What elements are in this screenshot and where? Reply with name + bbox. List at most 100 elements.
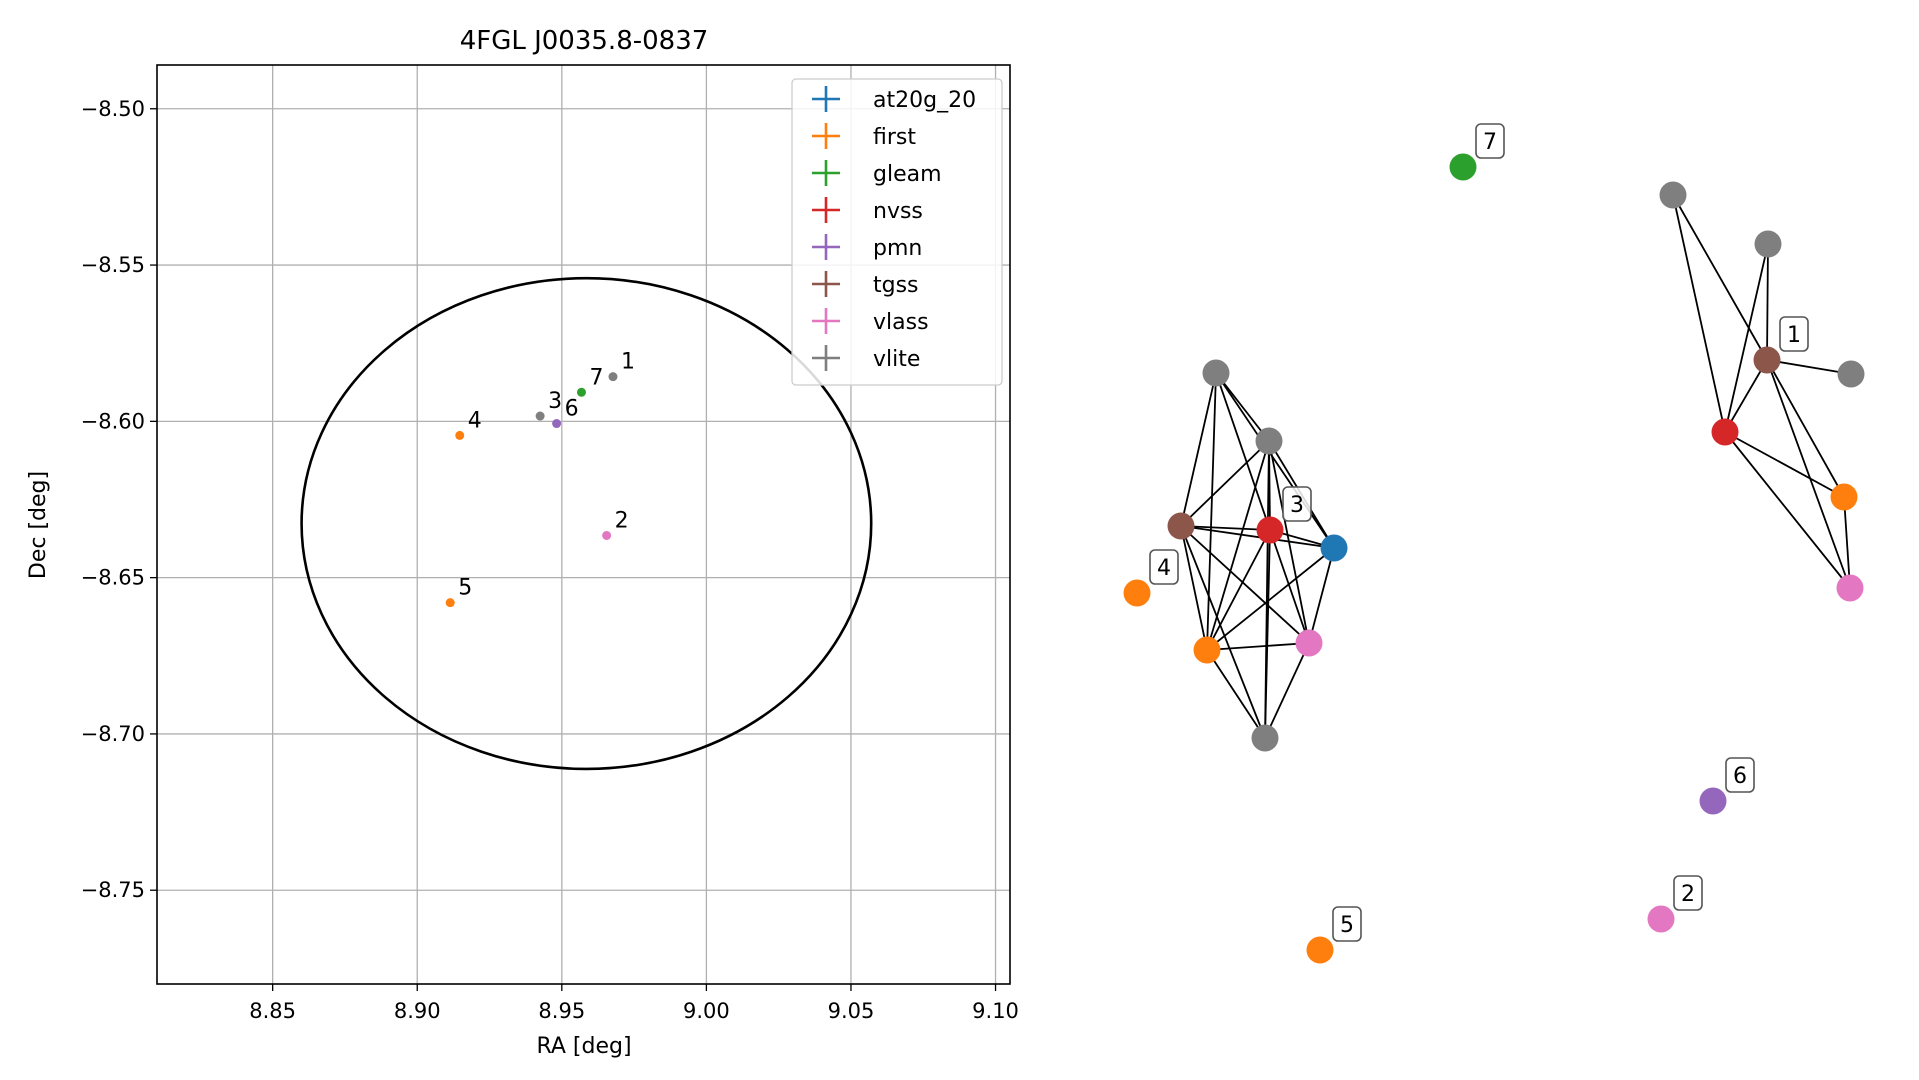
x-tick-label: 8.90 xyxy=(394,999,441,1023)
graph-node-g3 xyxy=(1251,724,1279,752)
legend-entry-vlite: vlite xyxy=(873,347,920,372)
legend-entry-vlass: vlass xyxy=(873,310,929,335)
graph-node-at xyxy=(1320,534,1348,562)
graph-node-vl xyxy=(1295,629,1323,657)
source-point-4 xyxy=(455,430,465,440)
x-axis-label: RA [deg] xyxy=(536,1034,631,1059)
error-ellipse-outline xyxy=(300,276,873,771)
y-tick-label: −8.50 xyxy=(81,97,145,121)
graph-node-label-box xyxy=(1725,757,1755,793)
graph-node-g2 xyxy=(1255,427,1283,455)
graph-node-n7 xyxy=(1449,153,1477,181)
graph-edge xyxy=(1180,372,1217,527)
graph-edge xyxy=(1206,547,1335,651)
source-point-3 xyxy=(535,411,545,421)
graph-node-c1_fi xyxy=(1830,483,1858,511)
graph-edge xyxy=(1180,440,1270,527)
source-point-5 xyxy=(445,598,455,608)
graph-node-label-box xyxy=(1673,875,1703,911)
graph-node-n2 xyxy=(1647,905,1675,933)
graph-node-label-3: 3 xyxy=(1290,493,1304,518)
source-label-7: 7 xyxy=(589,365,603,390)
graph-edge xyxy=(1206,372,1217,651)
graph-edge xyxy=(1215,372,1335,549)
plot-title: 4FGL J0035.8-0837 xyxy=(460,26,709,56)
source-label-4: 4 xyxy=(468,408,482,433)
graph-node-label-box xyxy=(1475,123,1505,159)
graph-edge xyxy=(1264,529,1271,739)
graph-node-label-box xyxy=(1332,906,1362,942)
graph-node-label-box xyxy=(1282,486,1312,522)
x-axis-ticks: 8.85 8.90 8.95 9.00 9.05 9.10 xyxy=(249,984,1019,1023)
graph-edge xyxy=(1724,359,1768,433)
source-point-2 xyxy=(602,530,612,540)
graph-edge xyxy=(1672,194,1768,361)
y-tick-label: −8.70 xyxy=(81,722,145,746)
x-tick-label: 9.00 xyxy=(683,999,730,1023)
graph-edge xyxy=(1269,529,1310,644)
source-point-1 xyxy=(608,372,618,382)
graph-node-c1_nv xyxy=(1711,418,1739,446)
data-points: 1 2 3 4 5 67 xyxy=(445,350,635,608)
graph-edge xyxy=(1206,529,1271,651)
y-tick-label: −8.65 xyxy=(81,566,145,590)
source-label-5: 5 xyxy=(458,576,472,601)
graph-node-label-2: 2 xyxy=(1681,882,1695,907)
graph-edge xyxy=(1180,525,1271,531)
y-axis-label: Dec [deg] xyxy=(26,471,51,579)
legend-entry-pmn: pmn xyxy=(873,236,922,261)
graph-edge xyxy=(1180,525,1266,739)
graph-edge xyxy=(1180,525,1208,651)
error-ellipse xyxy=(300,276,873,771)
y-axis-ticks: −8.50 −8.55 −8.60 −8.65 −8.70 −8.75 xyxy=(81,97,157,902)
graph-edge xyxy=(1180,525,1310,644)
graph-edge xyxy=(1264,642,1310,739)
y-tick-label: −8.55 xyxy=(81,253,145,277)
graph-node-labels: 3 1 4 7 5 6 2 xyxy=(1149,123,1809,942)
source-point-6 xyxy=(552,419,562,429)
graph-node-c1_g3 xyxy=(1837,360,1865,388)
graph-edge xyxy=(1206,642,1310,651)
graph-edge xyxy=(1672,194,1726,433)
source-label-6: 6 xyxy=(565,397,579,422)
x-tick-label: 8.85 xyxy=(249,999,296,1023)
graph-node-g1 xyxy=(1202,359,1230,387)
graph-edge xyxy=(1215,372,1270,442)
source-label-2: 2 xyxy=(615,508,629,533)
legend-entry-gleam: gleam xyxy=(873,162,942,187)
legend-entry-nvss: nvss xyxy=(873,199,923,224)
graph-node-c1_tg xyxy=(1753,346,1781,374)
graph-edge xyxy=(1724,431,1851,589)
graph-node-label-7: 7 xyxy=(1483,130,1497,155)
network-graph-panel: 3 1 4 7 5 6 2 xyxy=(1123,123,1865,964)
y-tick-label: −8.75 xyxy=(81,878,145,902)
x-tick-label: 9.10 xyxy=(972,999,1019,1023)
graph-node-label-1: 1 xyxy=(1787,323,1801,348)
graph-node-tg xyxy=(1167,512,1195,540)
graph-edge xyxy=(1724,431,1845,498)
source-label-3: 3 xyxy=(548,389,562,414)
source-point-7 xyxy=(576,387,586,397)
graph-node-label-5: 5 xyxy=(1340,913,1354,938)
graph-edge xyxy=(1843,496,1851,589)
graph-node-c1_g2 xyxy=(1754,230,1782,258)
graph-node-label-4: 4 xyxy=(1157,556,1171,581)
graph-edge xyxy=(1206,649,1266,739)
legend-box xyxy=(791,78,1003,386)
graph-node-label-6: 6 xyxy=(1733,764,1747,789)
legend-entry-first: first xyxy=(873,125,916,150)
graph-edge xyxy=(1766,359,1851,589)
graph-node-fi xyxy=(1193,636,1221,664)
y-tick-label: −8.60 xyxy=(81,409,145,433)
graph-edge xyxy=(1724,243,1769,433)
sky-plot-panel: 4FGL J0035.8-0837 1 2 3 4 5 67 8.85 8.90 8.95 9.… xyxy=(26,26,1019,1059)
graph-node-n4 xyxy=(1123,579,1151,607)
x-tick-label: 8.95 xyxy=(538,999,585,1023)
graph-node-label-box xyxy=(1149,549,1179,585)
legend-entry-at20g_20: at20g_20 xyxy=(873,88,976,113)
graph-edge xyxy=(1766,243,1769,361)
graph-node-n5 xyxy=(1306,936,1334,964)
x-tick-label: 9.05 xyxy=(828,999,875,1023)
graph-edge xyxy=(1766,359,1845,498)
